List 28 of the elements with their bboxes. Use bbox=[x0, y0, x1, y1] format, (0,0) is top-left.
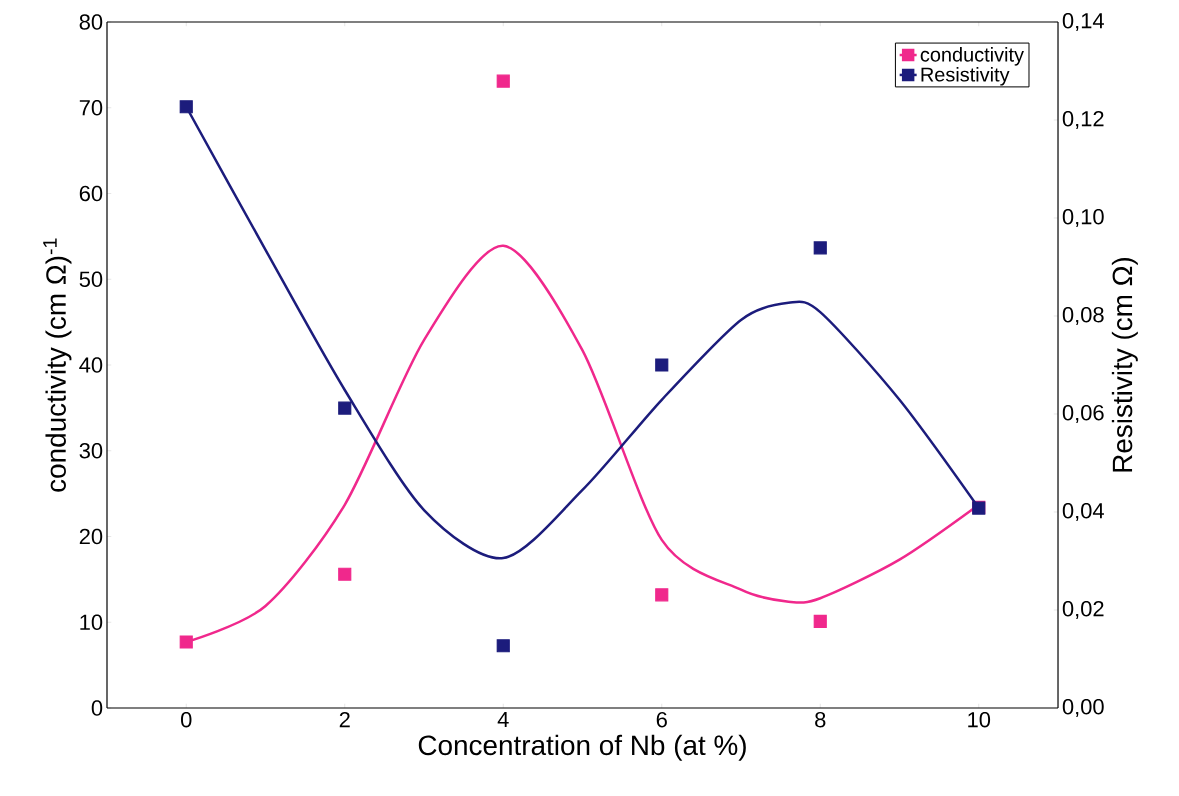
y2-tick-label: 0,10 bbox=[1062, 208, 1104, 228]
x-tick-label: 4 bbox=[497, 711, 509, 727]
y2-tick-label: 0,02 bbox=[1062, 600, 1104, 620]
y-tick-label: 80 bbox=[79, 14, 103, 30]
y-tick-label: 60 bbox=[79, 185, 103, 202]
y2-tick-label: 0,00 bbox=[1062, 698, 1104, 718]
legend-label: conductivity bbox=[920, 47, 1024, 66]
y-tick-label: 30 bbox=[79, 442, 103, 459]
y2-tick-label: 0,08 bbox=[1062, 306, 1104, 326]
y2-tick-label: 0,12 bbox=[1062, 110, 1104, 130]
y-tick-label: 50 bbox=[79, 271, 103, 288]
x-tick-label: 10 bbox=[968, 711, 991, 728]
y-axis-title: conductivity (cm Ω)$^{-1}$ bbox=[43, 238, 72, 492]
y2-tick-label: 0,04 bbox=[1062, 502, 1104, 522]
y2-tick-label: 0,06 bbox=[1062, 404, 1104, 424]
y-tick-label: 40 bbox=[79, 357, 103, 373]
y2-tick-label: 0,14 bbox=[1062, 12, 1104, 32]
y-tick-label: 10 bbox=[80, 614, 103, 631]
y-tick-label: 20 bbox=[79, 528, 103, 545]
x-axis-title: Concentration of Nb (at %) bbox=[418, 734, 746, 761]
x-tick-label: 0 bbox=[181, 711, 192, 728]
y-tick-label: 70 bbox=[79, 99, 103, 116]
y2-axis-title: Resistivity (cm Ω) bbox=[1111, 257, 1138, 472]
x-tick-label: 6 bbox=[656, 711, 667, 728]
x-tick-label: 2 bbox=[339, 711, 350, 728]
y-tick-label: 0 bbox=[91, 700, 103, 716]
legend-label: Resistivity bbox=[921, 66, 1010, 86]
x-tick-label: 8 bbox=[815, 711, 826, 728]
